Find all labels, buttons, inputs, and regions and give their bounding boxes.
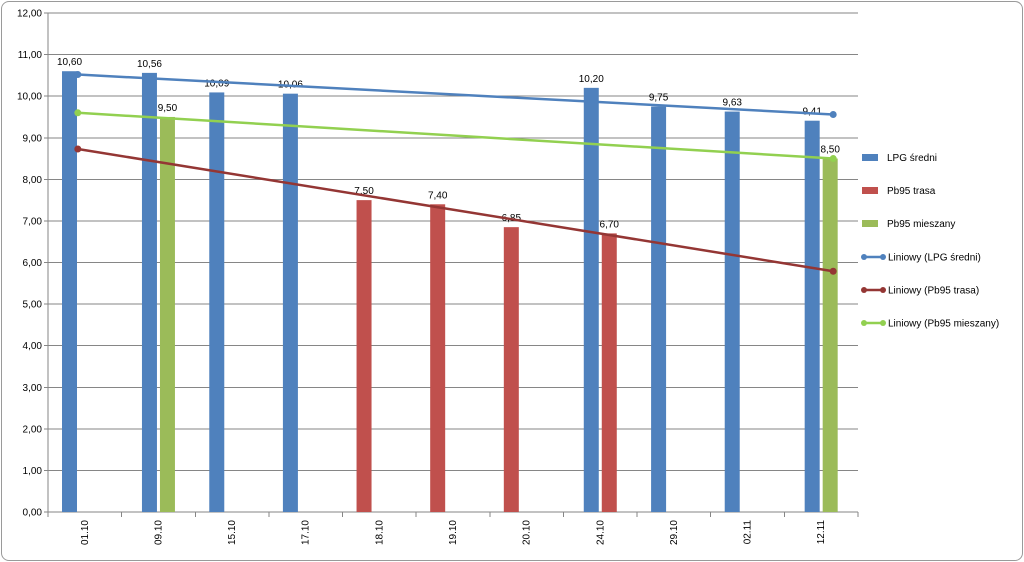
bar <box>356 200 372 512</box>
bar <box>430 204 446 513</box>
trendline-marker <box>74 145 82 153</box>
y-tick-label: 11,00 <box>18 50 43 61</box>
x-tick-label: 20.10 <box>522 520 533 545</box>
x-tick-label: 01.10 <box>80 520 91 545</box>
data-label: 10,20 <box>579 74 604 85</box>
legend-marker <box>861 254 867 260</box>
x-tick-label: 09.10 <box>153 520 164 545</box>
y-tick-label: 7,00 <box>23 216 43 227</box>
trendline-marker <box>829 155 837 163</box>
x-tick-label: 17.10 <box>301 520 312 545</box>
trendline <box>77 73 834 116</box>
bar <box>651 106 667 512</box>
legend-swatch <box>862 220 878 227</box>
legend-label: Pb95 trasa <box>887 186 936 197</box>
data-label: 6,70 <box>600 219 620 230</box>
bar <box>503 227 519 512</box>
bar <box>822 158 838 512</box>
bar <box>601 233 617 512</box>
legend-marker <box>861 320 867 326</box>
trendline-marker <box>74 109 82 117</box>
legend-label: Pb95 mieszany <box>887 219 955 230</box>
legend-marker <box>861 287 867 293</box>
legend-marker <box>880 287 886 293</box>
legend-label: Liniowy (Pb95 mieszany) <box>888 319 999 330</box>
x-tick-label: 19.10 <box>448 520 459 545</box>
trendline <box>77 147 834 273</box>
bar <box>141 72 157 512</box>
trendline-marker <box>74 71 82 79</box>
data-label: 8,50 <box>820 145 840 156</box>
legend-marker <box>880 254 886 260</box>
data-label: 7,40 <box>428 190 448 201</box>
y-tick-label: 2,00 <box>23 424 43 435</box>
trendline-marker <box>829 110 837 118</box>
x-tick-label: 24.10 <box>595 520 606 545</box>
x-tick-label: 02.11 <box>743 520 754 545</box>
legend-swatch <box>862 187 878 194</box>
y-tick-label: 1,00 <box>23 466 43 477</box>
legend-label: Liniowy (Pb95 trasa) <box>888 286 979 297</box>
data-label: 7,50 <box>354 186 374 197</box>
legend-label: LPG średni <box>887 153 937 164</box>
legend-marker <box>880 320 886 326</box>
y-tick-label: 0,00 <box>23 508 43 519</box>
bar <box>209 92 225 512</box>
data-label: 9,75 <box>649 93 669 104</box>
x-tick-label: 18.10 <box>374 520 385 545</box>
bar <box>62 71 77 512</box>
y-tick-label: 3,00 <box>23 383 43 394</box>
trendline-marker <box>829 267 837 275</box>
x-tick-label: 29.10 <box>669 520 680 545</box>
y-tick-label: 8,00 <box>23 175 43 186</box>
y-tick-label: 5,00 <box>23 300 43 311</box>
y-tick-label: 9,00 <box>23 133 43 144</box>
y-tick-label: 6,00 <box>23 258 43 269</box>
y-tick-label: 12,00 <box>17 9 42 20</box>
legend-swatch <box>862 154 878 161</box>
bar <box>804 120 820 512</box>
x-tick-label: 15.10 <box>227 520 238 545</box>
data-label: 10,09 <box>204 78 229 89</box>
bar <box>583 87 599 512</box>
y-tick-label: 4,00 <box>23 341 43 352</box>
bar <box>282 93 298 513</box>
y-tick-label: 10,00 <box>17 92 42 103</box>
data-label: 9,63 <box>722 98 742 109</box>
legend-label: Liniowy (LPG średni) <box>888 253 981 264</box>
data-label: 10,56 <box>137 59 162 70</box>
x-tick-label: 12.11 <box>816 520 827 545</box>
data-label: 10,60 <box>57 57 82 68</box>
bar <box>724 111 740 513</box>
bar <box>159 116 175 512</box>
data-label: 9,50 <box>158 103 178 114</box>
trendline <box>77 111 834 160</box>
